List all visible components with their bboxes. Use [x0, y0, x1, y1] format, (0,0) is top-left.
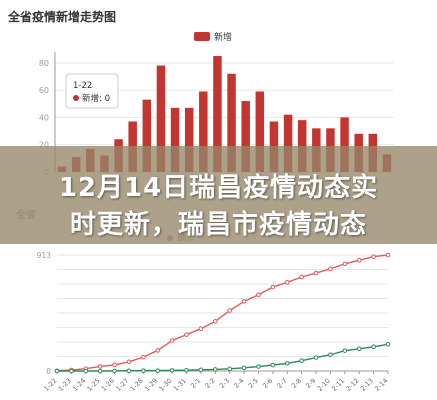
x-tick-label: 1-23: [57, 377, 73, 393]
series-point-green: [241, 365, 247, 371]
series-point-green: [126, 368, 132, 374]
series-point-red: [241, 299, 247, 304]
series-point-red: [371, 254, 376, 259]
x-tick-label: 2-3: [218, 377, 231, 390]
series-point-green: [313, 355, 319, 360]
x-tick-label: 2-2: [204, 377, 217, 390]
x-tick-label: 1-24: [71, 377, 87, 393]
x-tick-label: 1-29: [143, 377, 159, 393]
y-tick-label: 80: [39, 59, 49, 68]
series-point-red: [227, 308, 232, 313]
series-point-green: [141, 368, 146, 373]
series-point-red: [126, 359, 132, 365]
series-point-green: [155, 368, 161, 373]
bar: [227, 73, 236, 172]
x-tick-label: 2-4: [232, 377, 245, 390]
legend-swatch: [194, 32, 210, 41]
series-point-green: [227, 366, 232, 372]
tooltip-label: 新增: 0: [82, 93, 110, 104]
y-tick-label: 913: [37, 251, 52, 260]
series-point-red: [155, 348, 161, 353]
series-point-green: [112, 368, 117, 374]
series-point-green: [299, 358, 304, 364]
series-point-red: [356, 257, 362, 263]
tooltip-box: [65, 73, 119, 109]
series-point-green: [342, 348, 348, 353]
x-tick-label: 1-31: [172, 377, 188, 393]
series-point-red: [198, 326, 204, 331]
x-tick-label: 1-22: [42, 377, 58, 393]
bar: [199, 91, 208, 172]
x-tick-label: 2-6: [261, 377, 274, 390]
series-point-red: [313, 270, 319, 276]
x-tick-label: 2-1: [189, 377, 202, 390]
series-point-green: [213, 367, 218, 372]
legend-entry-新增: 新增: [194, 31, 232, 43]
bar: [142, 99, 152, 172]
series-point-red: [256, 292, 261, 298]
series-point-red: [284, 280, 290, 285]
banner-headline-line-2: 时更新，瑞昌市疫情动态: [69, 210, 367, 240]
banner-headline-line-1: 12月14日瑞昌疫情动态实: [58, 173, 379, 203]
y-tick-label: 60: [39, 86, 49, 95]
banner-overlay: [0, 146, 437, 244]
x-tick-label: 2-5: [247, 377, 260, 390]
series-point-green: [256, 364, 261, 369]
bar: [283, 114, 293, 172]
x-tick-label: 2-14: [373, 377, 389, 393]
series-point-red: [97, 364, 103, 369]
tooltip: 1-22 新增: 0: [65, 73, 119, 109]
x-tick-label: 1-30: [157, 377, 173, 393]
series-point-green: [371, 344, 376, 350]
page-title: 全省疫情新增走势图: [8, 10, 117, 24]
tooltip-title: 1-22: [73, 81, 92, 91]
series-point-green: [284, 361, 290, 366]
tooltip-marker: [73, 95, 79, 101]
series-point-red: [112, 362, 117, 368]
series-point-red: [385, 252, 391, 258]
series-point-red: [270, 284, 276, 290]
x-tick-label: 2-11: [330, 377, 346, 393]
series-point-green: [385, 342, 391, 347]
bar: [255, 91, 265, 172]
y-tick-label: 40: [39, 113, 49, 122]
bar: [241, 101, 250, 172]
series-point-green: [356, 346, 362, 352]
series-point-red: [141, 354, 146, 360]
bar: [170, 107, 180, 172]
series-point-green: [270, 362, 276, 368]
x-tick-label: 1-27: [114, 377, 130, 393]
series-point-red: [328, 266, 333, 272]
bar: [156, 65, 166, 172]
x-tick-label: 2-10: [316, 377, 332, 393]
series-point-red: [299, 274, 304, 280]
bar: [213, 56, 222, 172]
series-line-green: [57, 343, 389, 372]
series-line-red: [56, 254, 389, 372]
series-point-green: [83, 368, 89, 374]
x-tick-label: 2-12: [345, 377, 361, 393]
y-tick-label: 0: [46, 367, 51, 376]
x-tick-label: 2-13: [359, 377, 375, 393]
y-tick-label: 20: [39, 141, 49, 150]
series-point-green: [169, 368, 175, 373]
series-point-green: [69, 368, 74, 374]
series-point-green: [198, 367, 204, 373]
x-tick-label: 1-26: [100, 377, 116, 393]
series-point-red: [184, 332, 189, 337]
legend-label: 新增: [214, 31, 232, 43]
bar: [184, 107, 194, 172]
series-point-green: [328, 352, 333, 358]
x-tick-label: 1-25: [85, 377, 101, 393]
series-point-green: [184, 367, 189, 373]
series-point-red: [342, 261, 348, 267]
x-tick-label: 2-7: [276, 377, 289, 390]
x-tick-label: 1-28: [129, 377, 145, 393]
series-point-red: [213, 319, 218, 324]
series-point-green: [97, 368, 103, 374]
series-point-green: [54, 368, 60, 374]
bar: [340, 117, 349, 172]
x-tick-label: 2-8: [290, 377, 303, 390]
series-point-red: [169, 338, 175, 343]
